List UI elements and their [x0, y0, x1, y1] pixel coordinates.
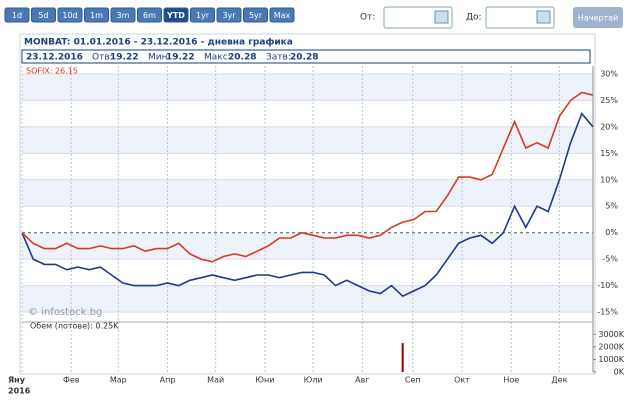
range-button[interactable]: [110, 7, 136, 23]
legend: SOFIX: 26.15: [26, 67, 78, 76]
range-button[interactable]: [190, 7, 215, 23]
x-tick-label: Юни: [255, 376, 274, 385]
range-button[interactable]: [163, 7, 189, 23]
y-tick-label: -5%: [602, 255, 618, 264]
x-tick-label: Фев: [63, 376, 80, 385]
watermark: © infostock.bg: [28, 307, 102, 318]
plot: 30% 25% 20% 15% 10% 5% 0% -5% -10% -15% Яну Фев Мар А…: [8, 66, 625, 396]
draw-button[interactable]: [573, 7, 623, 28]
range-button-label: 1m: [90, 11, 103, 20]
info-open-label: Отв:: [92, 53, 113, 63]
volume-label: Обем (лотове): 0.25K: [30, 322, 119, 331]
range-button-label: 6m: [143, 11, 156, 20]
y-tick-label: -10%: [597, 281, 618, 290]
from-label: От:: [360, 13, 375, 23]
x-tick-label: Апр: [160, 376, 176, 385]
range-button-label: 3yr: [222, 11, 236, 20]
x-tick-label: Авг: [355, 376, 369, 385]
range-button[interactable]: [4, 7, 30, 23]
x-tick-label: Юли: [304, 376, 323, 385]
volume-bar: [401, 343, 404, 372]
draw-button-label: Начертай: [578, 14, 618, 23]
range-button-label: 5d: [38, 11, 48, 20]
info-low: 19.22: [166, 53, 194, 63]
x-tick-label: Окт: [454, 376, 470, 385]
range-button[interactable]: [137, 7, 162, 23]
grid-band: [22, 126, 593, 154]
range-button-label: 10d: [62, 11, 77, 20]
info-high: 20.28: [228, 53, 256, 63]
info-box: [21, 49, 591, 64]
volume-tick-label: 3000K: [598, 330, 624, 339]
y-tick-label: 10%: [600, 175, 618, 184]
grid-band: [22, 285, 593, 313]
to-label: До:: [466, 13, 482, 23]
grid-band: [22, 179, 593, 207]
range-button[interactable]: [269, 7, 295, 23]
calendar-icon[interactable]: [536, 10, 551, 24]
info-close-label: Затв:: [266, 53, 291, 63]
y-tick-label: 20%: [600, 122, 618, 131]
info-date: 23.12.2016: [26, 53, 83, 63]
grid-band: [22, 232, 593, 260]
series-line: [21, 91, 594, 263]
x-tick-label: Дек: [551, 376, 567, 385]
chart-title: MONBAT: 01.01.2016 - 23.12.2016 - дневна…: [24, 38, 293, 48]
x-tick-label: Май: [207, 376, 224, 385]
series-line: [21, 112, 594, 298]
range-button[interactable]: [216, 7, 242, 23]
grid-band: [22, 73, 593, 101]
volume-tick-label: 2000K: [598, 342, 624, 351]
range-button[interactable]: [57, 7, 83, 23]
y-tick-label: 5%: [605, 202, 618, 211]
x-year-label: 2016: [8, 387, 31, 396]
x-tick-label: Мар: [110, 376, 127, 385]
y-tick-label: -15%: [597, 308, 618, 317]
info-low-label: Мин:: [148, 53, 171, 63]
range-button-label: 1yr: [196, 11, 210, 20]
y-tick-label: 30%: [600, 69, 618, 78]
x-tick-label: Яну: [8, 376, 26, 385]
range-button[interactable]: [31, 7, 56, 23]
range-button-label: 1d: [12, 11, 22, 20]
range-button-label: 5yr: [249, 11, 263, 20]
range-button[interactable]: [84, 7, 109, 23]
y-tick-label: 15%: [600, 149, 618, 158]
y-tick-label: 0%: [605, 228, 618, 237]
y-tick-label: 25%: [600, 96, 618, 105]
volume-tick-label: 1000K: [598, 355, 624, 364]
volume-tick-label: 0K: [614, 368, 625, 377]
info: 23.12.2016 Отв:19.22 Мин:19.22 Макс:20.28 За…: [26, 53, 318, 63]
range-button-label: 3m: [117, 11, 130, 20]
info-close: 20.28: [290, 53, 318, 63]
info-open: 19.22: [110, 53, 138, 63]
toolbar: 1d 5d 10d 1m 3m 6m YTD 1yr 3yr 5yr Max: [4, 7, 295, 23]
range-button-label: YTD: [166, 11, 185, 20]
x-tick-label: Ное: [503, 376, 519, 385]
chart-frame: [19, 33, 596, 375]
range-button[interactable]: [243, 7, 268, 23]
range-button-label: Max: [274, 11, 291, 20]
calendar-icon[interactable]: [434, 10, 449, 24]
info-high-label: Макс:: [204, 53, 231, 63]
x-tick-label: Сеп: [405, 376, 421, 385]
